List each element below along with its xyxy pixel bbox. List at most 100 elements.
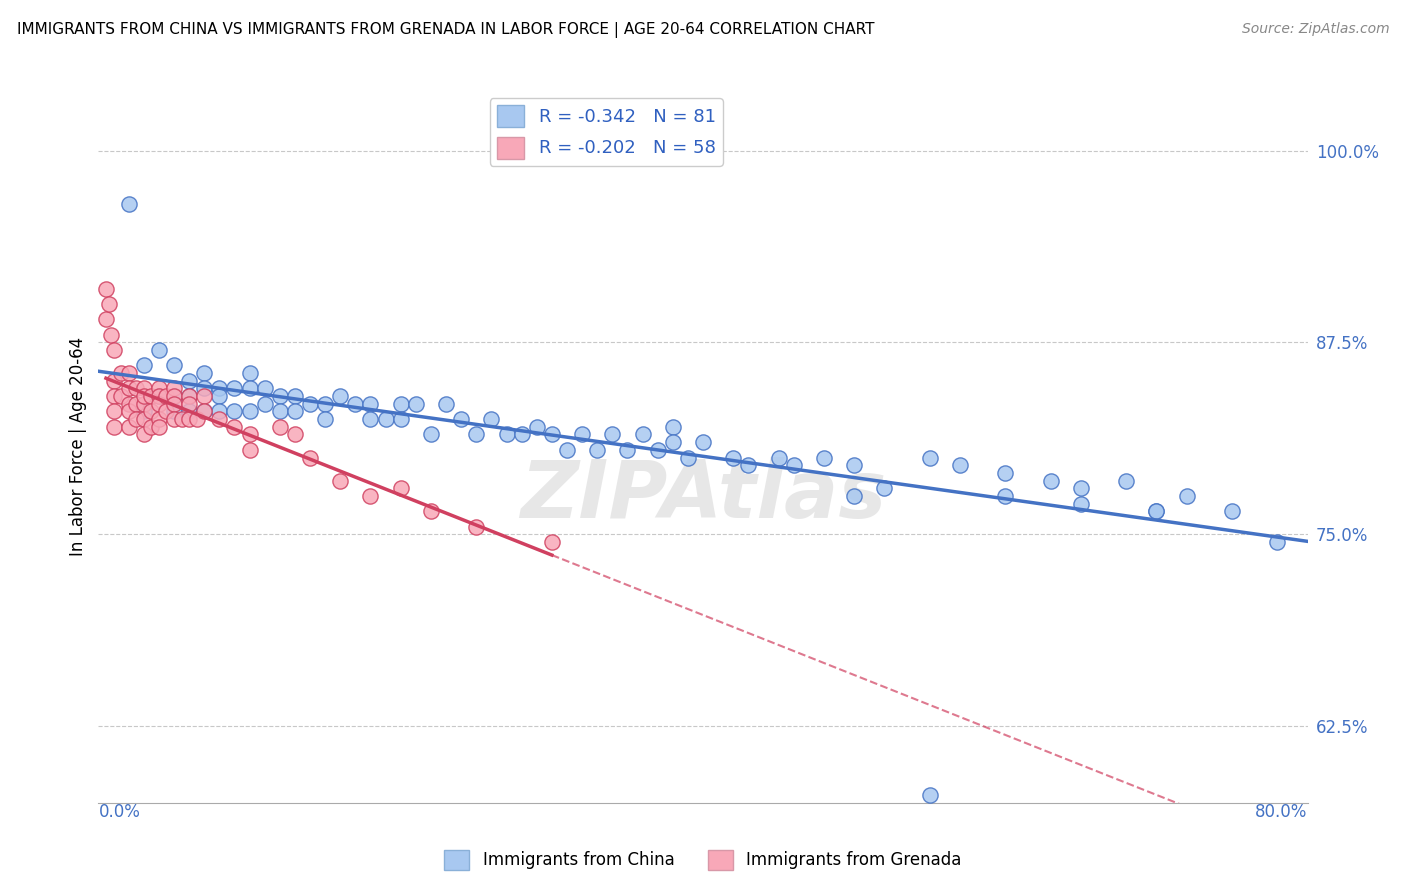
Point: [284, 389, 307, 403]
Point: [103, 389, 125, 403]
Point: [661, 435, 683, 450]
Point: [163, 404, 186, 418]
Point: [299, 397, 322, 411]
Point: [1267, 535, 1289, 549]
Point: [163, 397, 186, 411]
Point: [103, 419, 125, 434]
Point: [661, 419, 683, 434]
Point: [420, 427, 443, 442]
Point: [118, 397, 141, 411]
Point: [314, 412, 336, 426]
Point: [163, 412, 186, 426]
Point: [389, 481, 412, 495]
Point: [269, 404, 291, 418]
Point: [148, 419, 170, 434]
Point: [224, 419, 246, 434]
Point: [148, 389, 170, 403]
Point: [1115, 474, 1137, 488]
Point: [163, 381, 186, 395]
Point: [1070, 497, 1092, 511]
Point: [360, 397, 382, 411]
Point: [118, 197, 141, 211]
Point: [465, 427, 488, 442]
Point: [737, 458, 759, 473]
Point: [1144, 504, 1167, 518]
Point: [510, 427, 533, 442]
Point: [208, 381, 231, 395]
Point: [540, 427, 562, 442]
Point: [141, 404, 163, 418]
Point: [132, 427, 155, 442]
Point: [132, 397, 155, 411]
Point: [193, 389, 215, 403]
Point: [148, 381, 170, 395]
Point: [163, 389, 186, 403]
Point: [239, 427, 262, 442]
Point: [994, 489, 1017, 503]
Point: [253, 397, 276, 411]
Point: [434, 397, 457, 411]
Point: [224, 404, 246, 418]
Point: [179, 374, 201, 388]
Text: IMMIGRANTS FROM CHINA VS IMMIGRANTS FROM GRENADA IN LABOR FORCE | AGE 20-64 CORR: IMMIGRANTS FROM CHINA VS IMMIGRANTS FROM…: [17, 22, 875, 38]
Legend: R = -0.342   N = 81, R = -0.202   N = 58: R = -0.342 N = 81, R = -0.202 N = 58: [489, 98, 723, 166]
Point: [208, 412, 231, 426]
Point: [179, 389, 201, 403]
Point: [155, 389, 177, 403]
Point: [602, 427, 624, 442]
Point: [98, 297, 121, 311]
Point: [179, 397, 201, 411]
Point: [118, 404, 141, 418]
Point: [239, 366, 262, 380]
Point: [94, 282, 117, 296]
Point: [299, 450, 322, 465]
Point: [103, 404, 125, 418]
Point: [132, 359, 155, 373]
Point: [163, 389, 186, 403]
Point: [179, 404, 201, 418]
Point: [193, 404, 215, 418]
Y-axis label: In Labor Force | Age 20-64: In Labor Force | Age 20-64: [69, 336, 87, 556]
Point: [132, 412, 155, 426]
Point: [132, 404, 155, 418]
Point: [141, 419, 163, 434]
Point: [692, 435, 714, 450]
Point: [723, 450, 745, 465]
Point: [148, 412, 170, 426]
Text: 80.0%: 80.0%: [1256, 803, 1308, 821]
Point: [631, 427, 654, 442]
Point: [208, 389, 231, 403]
Text: 0.0%: 0.0%: [98, 803, 141, 821]
Point: [360, 489, 382, 503]
Point: [170, 412, 193, 426]
Point: [495, 427, 517, 442]
Point: [110, 366, 132, 380]
Point: [103, 343, 125, 357]
Point: [1175, 489, 1198, 503]
Point: [148, 397, 170, 411]
Point: [540, 535, 562, 549]
Point: [405, 397, 427, 411]
Point: [118, 419, 141, 434]
Point: [768, 450, 790, 465]
Point: [284, 404, 307, 418]
Point: [193, 366, 215, 380]
Point: [94, 312, 117, 326]
Point: [193, 404, 215, 418]
Point: [155, 404, 177, 418]
Point: [284, 427, 307, 442]
Point: [239, 442, 262, 457]
Point: [586, 442, 609, 457]
Point: [132, 389, 155, 403]
Point: [647, 442, 669, 457]
Point: [110, 389, 132, 403]
Point: [450, 412, 472, 426]
Point: [949, 458, 972, 473]
Point: [389, 397, 412, 411]
Point: [329, 389, 352, 403]
Point: [269, 419, 291, 434]
Point: [125, 381, 148, 395]
Point: [481, 412, 503, 426]
Point: [179, 412, 201, 426]
Point: [179, 389, 201, 403]
